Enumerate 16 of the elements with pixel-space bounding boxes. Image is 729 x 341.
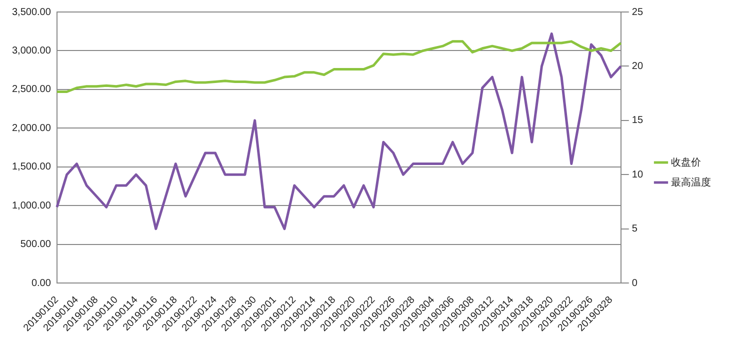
y2-tick-label: 25 [632, 6, 644, 18]
y-tick-label: 1,000.00 [12, 200, 52, 212]
y2-tick-label: 10 [632, 169, 644, 180]
y-tick-label: 1,500.00 [12, 162, 52, 173]
y-tick-label: 2,000.00 [12, 122, 52, 134]
legend-label: 最高温度 [671, 176, 711, 188]
y2-tick-label: 20 [632, 60, 644, 72]
y-tick-label: 3,500.00 [12, 6, 52, 18]
y2-tick-label: 15 [632, 115, 644, 126]
y-tick-label: 500.00 [20, 239, 52, 250]
legend-label: 收盘价 [671, 156, 701, 168]
y-tick-label: 0.00 [31, 278, 52, 289]
y2-tick-label: 5 [632, 224, 638, 235]
y2-tick-label: 0 [632, 278, 638, 289]
y-tick-label: 2,500.00 [12, 84, 52, 96]
y-tick-label: 3,000.00 [12, 45, 52, 56]
